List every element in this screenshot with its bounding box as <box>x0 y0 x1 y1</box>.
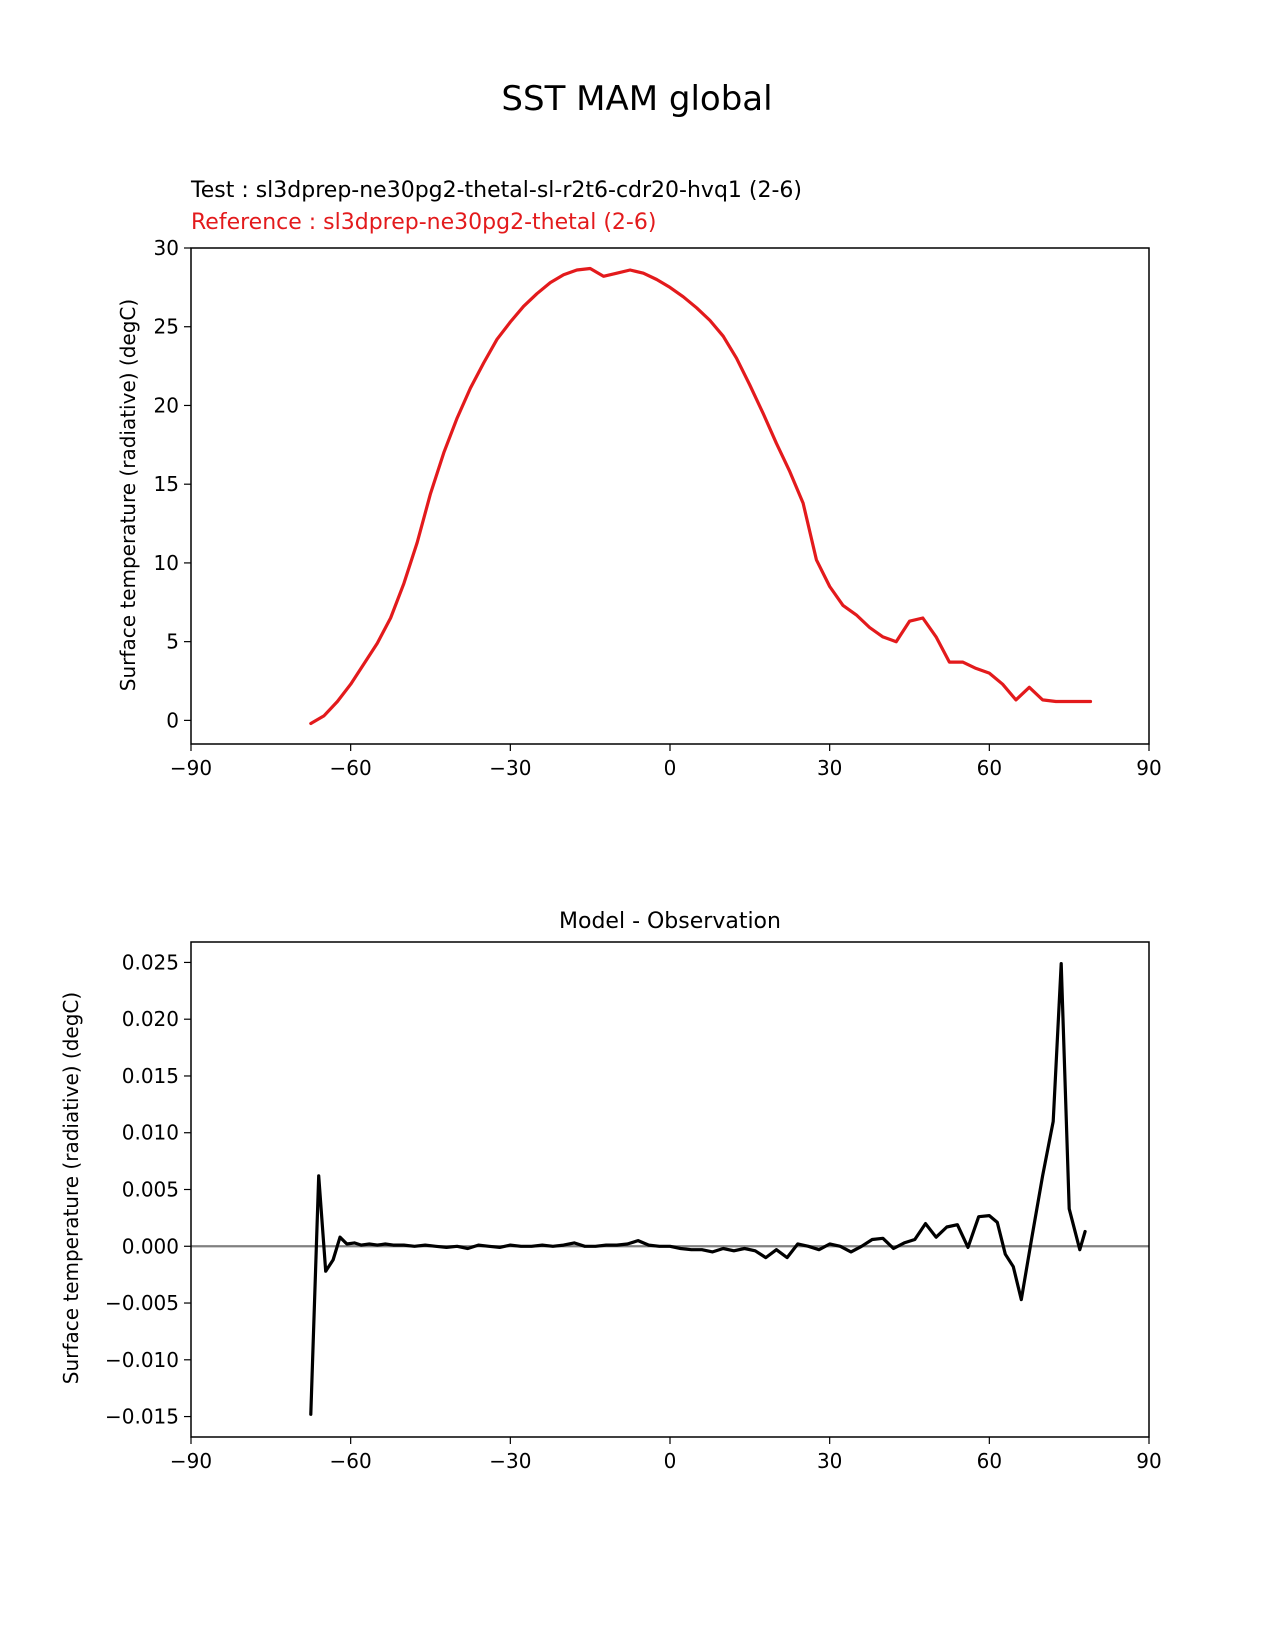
top-axes-frame <box>190 247 1150 745</box>
bottom-xtick-label: 90 <box>1136 1449 1161 1473</box>
top-ytick-label: 10 <box>154 551 179 575</box>
bottom-ytick-label: 0.000 <box>122 1234 179 1258</box>
top-panel: Test : sl3dprep-ne30pg2-thetal-sl-r2t6-c… <box>116 178 1162 780</box>
bottom-ticks: −90 −60 −30 0 30 60 90 −0.015 −0.010 −0.005 0.000 0… <box>105 950 1162 1473</box>
bottom-ytick-label: 0.025 <box>122 950 179 974</box>
top-ytick-label: 25 <box>154 315 179 339</box>
top-series-line-0 <box>309 266 1093 726</box>
top-ytick-label: 5 <box>166 630 179 654</box>
bottom-xtick-label: 30 <box>817 1449 842 1473</box>
bottom-panel-title: Model - Observation <box>559 909 781 934</box>
bottom-panel-ylabel: Surface temperature (radiative) (degC) <box>59 992 83 1384</box>
bottom-ytick-label: 0.015 <box>122 1064 179 1088</box>
bottom-ytick-label: 0.010 <box>122 1121 179 1145</box>
figure-suptitle: SST MAM global <box>501 79 772 119</box>
top-ytick-label: 20 <box>154 393 179 417</box>
bottom-axes-frame <box>190 941 1150 1438</box>
bottom-ytick-label: −0.005 <box>105 1291 179 1315</box>
top-ytick-label: 30 <box>154 236 179 260</box>
bottom-xtick-label: 0 <box>664 1449 677 1473</box>
top-panel-test-title: Test : sl3dprep-ne30pg2-thetal-sl-r2t6-c… <box>190 178 802 203</box>
top-xtick-label: −60 <box>330 756 372 780</box>
top-xtick-label: 0 <box>664 756 677 780</box>
top-xtick-label: −90 <box>170 756 212 780</box>
bottom-xtick-label: −30 <box>489 1449 531 1473</box>
top-xtick-label: 90 <box>1136 756 1161 780</box>
bottom-xtick-label: −60 <box>330 1449 372 1473</box>
bottom-xtick-label: −90 <box>170 1449 212 1473</box>
bottom-ytick-label: −0.015 <box>105 1405 179 1429</box>
top-xtick-label: 60 <box>977 756 1002 780</box>
top-series <box>309 266 1093 726</box>
top-panel-ylabel: Surface temperature (radiative) (degC) <box>116 299 140 691</box>
bottom-xtick-label: 60 <box>977 1449 1002 1473</box>
bottom-ytick-label: −0.010 <box>105 1348 179 1372</box>
bottom-series <box>191 961 1149 1416</box>
top-xtick-label: 30 <box>817 756 842 780</box>
top-ytick-label: 15 <box>154 472 179 496</box>
top-ytick-label: 0 <box>166 708 179 732</box>
bottom-ytick-label: 0.020 <box>122 1007 179 1031</box>
bottom-panel: Model - Observation Surface temperature … <box>59 909 1162 1473</box>
top-ticks: −90 −60 −30 0 30 60 90 0 5 10 15 20 25 30 <box>154 236 1162 780</box>
bottom-series-line-0 <box>309 961 1087 1416</box>
top-panel-reference-title: Reference : sl3dprep-ne30pg2-thetal (2-6… <box>191 210 656 235</box>
bottom-ytick-label: 0.005 <box>122 1178 179 1202</box>
top-xtick-label: −30 <box>489 756 531 780</box>
